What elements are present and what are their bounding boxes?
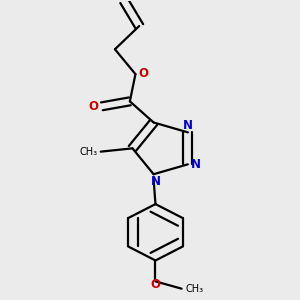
Text: O: O [139, 67, 149, 80]
Text: O: O [88, 100, 99, 113]
Text: N: N [151, 175, 160, 188]
Text: CH₃: CH₃ [185, 284, 203, 294]
Text: O: O [151, 278, 160, 291]
Text: CH₃: CH₃ [80, 147, 98, 157]
Text: N: N [183, 118, 193, 131]
Text: N: N [191, 158, 201, 171]
